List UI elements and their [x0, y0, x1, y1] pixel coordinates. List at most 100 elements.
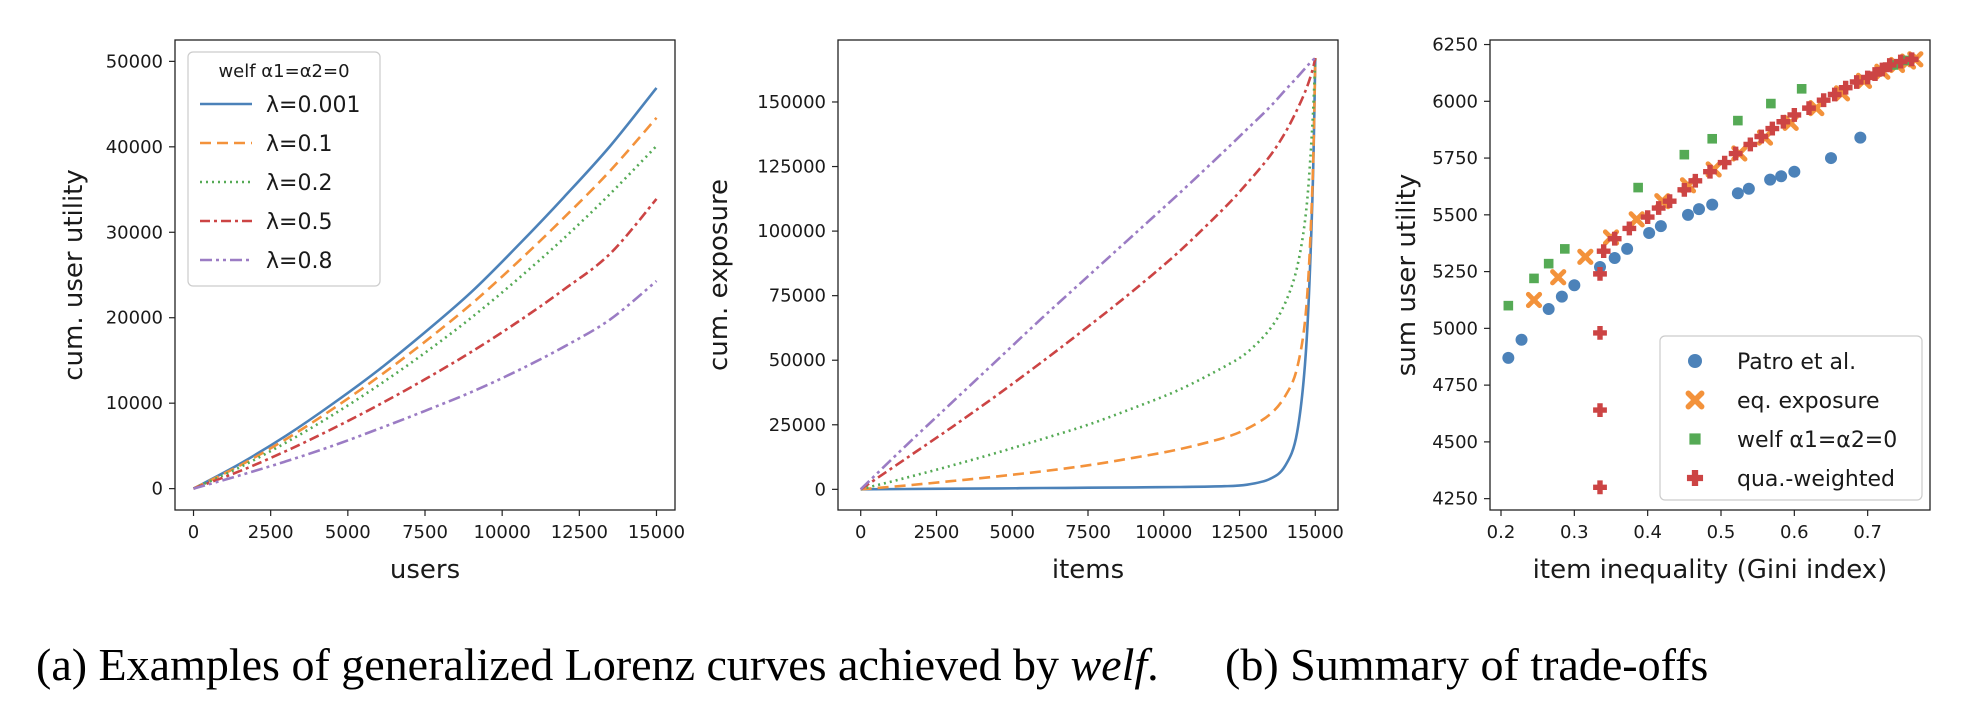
scatter-point-3	[1868, 67, 1882, 81]
scatter-point-1	[1525, 291, 1543, 309]
plot-frame-b	[837, 39, 1339, 511]
series-line-a-2	[192, 145, 658, 490]
scatter-point-0	[1568, 279, 1581, 292]
legend-label-a-3: λ=0.5	[266, 210, 332, 235]
x-tick-label: 10000	[1135, 522, 1192, 543]
scatter-point-0	[1706, 198, 1719, 211]
scatter-point-2	[1529, 273, 1539, 284]
scatter-point-0	[1693, 203, 1705, 216]
x-axis-label-a: users	[390, 555, 460, 585]
scatter-point-3	[1593, 480, 1607, 495]
y-ticks-a: 0 10000 20000 30000 40000 50000	[106, 51, 175, 500]
scatter-point-0	[1608, 251, 1621, 264]
legend-box-a	[187, 51, 381, 287]
scatter-point-3	[1904, 52, 1919, 67]
scatter-points-c	[1502, 51, 1924, 495]
y-axis-label-c: sum user utility	[1392, 174, 1422, 377]
series-line-a-4	[193, 280, 658, 490]
scatter-point-3	[1596, 244, 1611, 259]
scatter-point-0	[1854, 131, 1867, 144]
scatter-point-1	[1628, 211, 1645, 228]
caption-b: (b) Summary of trade-offs	[1225, 639, 1709, 690]
x-tick-label: 0	[188, 522, 199, 543]
series-line-a-3	[193, 198, 658, 490]
scatter-point-3	[1802, 101, 1816, 116]
legend-c: Patro et al. eq. exposure welf α1=α2=0 qua.…	[1659, 335, 1923, 501]
scatter-point-2	[1733, 115, 1743, 126]
x-axis-label-c: item inequality (Gini index)	[1533, 555, 1888, 585]
legend-label-a-2: λ=0.2	[266, 171, 332, 196]
scatter-point-3	[1743, 137, 1758, 152]
scatter-point-0	[1825, 152, 1837, 165]
scatter-point-3	[1875, 62, 1890, 77]
scatter-point-0	[1654, 220, 1667, 233]
legend-entries-a: λ=0.001 λ=0.1 λ=0.2 λ=0.5 λ=0.8	[200, 93, 360, 274]
legend-label-c-3: qua.-weighted	[1737, 467, 1895, 492]
series-line-b-0	[860, 58, 1317, 491]
x-tick-label: 12500	[1211, 522, 1268, 543]
x-tick-label: 0.7	[1853, 522, 1882, 543]
x-tick-label: 15000	[1287, 522, 1344, 543]
scatter-point-2	[1679, 149, 1690, 160]
y-tick-label: 10000	[106, 393, 163, 414]
caption-a-suffix: .	[1147, 639, 1159, 690]
series-line-b-4	[859, 57, 1317, 491]
y-tick-label: 5500	[1432, 205, 1478, 226]
x-ticks-a: 0 2500 5000 7500 10000 12500 15000	[188, 510, 685, 543]
x-tick-label: 2500	[914, 522, 960, 543]
scatter-point-2	[1543, 258, 1554, 269]
x-ticks-b: 0 2500 5000 7500 10000 12500 15000	[855, 510, 1344, 543]
y-tick-label: 0	[152, 479, 163, 500]
legend-label-a-4: λ=0.8	[266, 249, 332, 274]
scatter-point-3	[1651, 201, 1666, 215]
scatter-point-3	[1787, 108, 1802, 122]
scatter-point-2	[1560, 244, 1570, 254]
scatter-point-3	[1607, 231, 1622, 246]
y-ticks-b: 0 25000 50000 75000 100000 125000 150000	[757, 92, 838, 500]
scatter-point-0	[1643, 226, 1656, 239]
x-tick-label: 0	[855, 522, 866, 543]
scatter-point-0	[1542, 303, 1555, 316]
scatter-point-3	[1765, 121, 1780, 136]
scatter-point-2	[1796, 84, 1807, 94]
scatter-point-3	[1593, 266, 1607, 281]
series-lines-a	[192, 87, 658, 490]
scatter-point-3	[1593, 403, 1607, 417]
y-tick-label: 5000	[1432, 318, 1478, 339]
scatter-point-2	[1503, 300, 1514, 311]
x-tick-label: 0.2	[1487, 522, 1516, 543]
panel-b: 0 2500 5000 7500 10000 12500 15000 0 25000 50000…	[704, 39, 1344, 585]
caption-a-prefix: (a) Examples of generalized Lorenz curve…	[36, 639, 1071, 690]
panel-c: 0.2 0.3 0.4 0.5 0.6 0.7 4250 4500 4750 5000 5250 5…	[1392, 35, 1931, 585]
plot-frame-c	[1489, 39, 1931, 511]
y-tick-label: 0	[815, 479, 826, 500]
y-ticks-c: 4250 4500 4750 5000 5250 5500 5750 6000 6250	[1432, 35, 1490, 510]
scatter-point-0	[1502, 351, 1515, 364]
x-axis-label-b: items	[1052, 555, 1124, 585]
legend-marker-c-3	[1686, 469, 1704, 487]
scatter-point-3	[1816, 93, 1831, 108]
scatter-point-0	[1788, 165, 1801, 178]
x-ticks-c: 0.2 0.3 0.4 0.5 0.6 0.7	[1487, 510, 1882, 543]
y-tick-label: 50000	[106, 51, 163, 72]
y-tick-label: 150000	[757, 92, 826, 113]
legend-title-a: welf α1=α2=0	[218, 61, 349, 82]
scatter-point-0	[1621, 242, 1634, 255]
y-tick-label: 75000	[769, 286, 826, 307]
legend-label-a-1: λ=0.1	[266, 132, 332, 157]
y-tick-label: 6250	[1432, 35, 1478, 56]
legend-label-a-0: λ=0.001	[266, 93, 360, 118]
scatter-point-3	[1677, 182, 1692, 197]
series-lines-b	[859, 57, 1317, 491]
y-tick-label: 6000	[1432, 91, 1478, 112]
scatter-point-3	[1662, 194, 1677, 209]
caption-a-emphasis: welf	[1070, 639, 1148, 690]
panel-a: 0 2500 5000 7500 10000 12500 15000 0 10000 20000…	[59, 39, 685, 585]
legend-a: welf α1=α2=0 λ=0.001 λ=0.1 λ=0.2 λ=0.5 λ=0.8	[187, 51, 381, 287]
scatter-point-3	[1882, 58, 1897, 72]
y-tick-label: 4750	[1432, 375, 1478, 396]
legend-marker-c-2	[1689, 433, 1701, 445]
scatter-point-3	[1860, 70, 1875, 85]
x-tick-label: 7500	[402, 522, 448, 543]
scatter-point-3	[1838, 80, 1853, 95]
